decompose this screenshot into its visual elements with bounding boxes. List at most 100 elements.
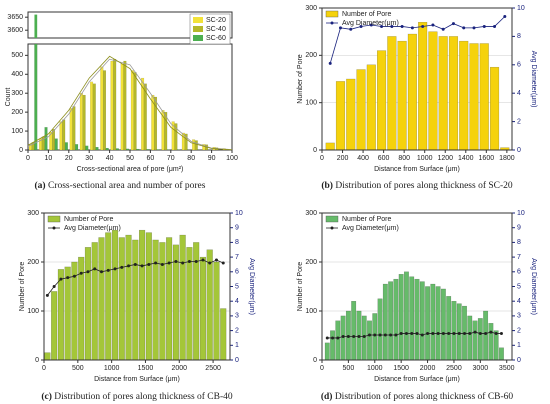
x-tick-label: 0 [320, 365, 324, 372]
line-marker [52, 285, 56, 288]
y2-axis-title: Avg Diameter(μm) [530, 51, 537, 108]
fit-curve [27, 58, 233, 151]
line-marker [187, 260, 191, 264]
bar [206, 249, 213, 361]
line-marker [147, 262, 151, 266]
line-marker [93, 267, 97, 271]
bar [213, 261, 220, 361]
y-tick-label: 0 [313, 357, 317, 364]
y-tick-label: 200 [11, 109, 23, 116]
y2-tick-label: 8 [235, 239, 239, 246]
x-tick-label: 50 [126, 155, 134, 162]
bar [467, 315, 473, 361]
y-axis-title: Count [5, 88, 12, 107]
line-marker [484, 332, 488, 336]
caption-label: (b) [321, 180, 333, 191]
bar [143, 83, 147, 151]
line-marker [390, 24, 394, 28]
bar [130, 70, 134, 151]
bar [220, 308, 227, 361]
line [329, 16, 506, 64]
y-tick-label: 400 [11, 71, 23, 78]
plot-frame [27, 43, 233, 151]
y2-tick-label: 9 [517, 225, 521, 232]
bar [100, 66, 104, 151]
caption-label: (a) [35, 180, 46, 191]
line-marker [346, 334, 350, 338]
bar [425, 286, 430, 361]
legend-swatch [193, 35, 203, 41]
x-tick-label: 600 [378, 155, 390, 162]
line-marker [400, 24, 404, 28]
line-marker [489, 330, 493, 334]
line-marker [208, 261, 212, 265]
bar [120, 63, 124, 151]
plot-frame [321, 7, 513, 151]
line-marker [154, 261, 158, 265]
bar [159, 242, 166, 361]
x-axis-title: Distance from Surface (μm) [374, 166, 460, 173]
y2-axis-title: Avg Diameter(μm) [248, 258, 255, 315]
line-marker [394, 333, 398, 337]
x-tick-label: 1200 [437, 155, 453, 162]
line-marker [410, 332, 414, 336]
y-tick-label: 0 [313, 147, 317, 154]
bar [91, 242, 98, 361]
bar [57, 269, 64, 361]
legend-label: SC-40 [206, 26, 226, 33]
line-marker [368, 333, 371, 337]
x-tick-label: 800 [398, 155, 410, 162]
y-tick-label: 500 [11, 52, 23, 59]
bar [126, 148, 130, 151]
bar [98, 237, 105, 361]
x-tick-label: 400 [357, 155, 369, 162]
y-axis-title: Number of Pore [297, 262, 304, 312]
line-marker [174, 260, 178, 264]
line-marker [415, 332, 419, 336]
bar [84, 247, 92, 361]
y2-tick-label: 6 [517, 269, 521, 276]
line-marker [378, 333, 382, 337]
y-tick-label: 100 [11, 128, 23, 135]
legend-label: Avg Diameter(μm) [342, 20, 399, 27]
y2-tick-label: 4 [235, 298, 239, 305]
bar [186, 247, 193, 361]
bar [428, 31, 438, 151]
legend-label: Avg Diameter(μm) [342, 225, 399, 232]
x-tick-label: 200 [337, 155, 349, 162]
bar [418, 22, 428, 151]
bar [138, 229, 146, 361]
x-tick-label: 1800 [499, 155, 515, 162]
y-tick-label: 300 [11, 90, 23, 97]
bar [51, 291, 58, 361]
line-marker [160, 262, 164, 266]
line-marker [503, 15, 507, 19]
bar [145, 232, 152, 361]
bar [59, 121, 63, 151]
bar [335, 320, 341, 361]
legend-swatch [325, 215, 339, 223]
line-marker [99, 270, 103, 274]
line-marker [451, 22, 455, 26]
y2-tick-label: 2 [517, 327, 521, 334]
bar [44, 352, 51, 361]
y2-tick-label: 5 [517, 283, 521, 290]
bar [105, 232, 112, 361]
line-marker [468, 332, 472, 336]
x-tick-label: 0 [320, 155, 324, 162]
y-tick-label: 300 [27, 210, 39, 217]
x-tick-label: 1000 [104, 365, 120, 372]
line-marker [352, 334, 356, 338]
x-tick-label: 1000 [367, 365, 383, 372]
bar [356, 69, 366, 151]
x-tick-label: 1500 [138, 365, 154, 372]
bar [102, 70, 107, 151]
caption: (d) Distribution of pores along thicknes… [321, 391, 514, 402]
bar [472, 320, 478, 361]
bar [398, 274, 404, 361]
bar [489, 66, 500, 151]
bar [194, 140, 198, 151]
bar [118, 237, 125, 361]
legend-marker [330, 21, 334, 25]
